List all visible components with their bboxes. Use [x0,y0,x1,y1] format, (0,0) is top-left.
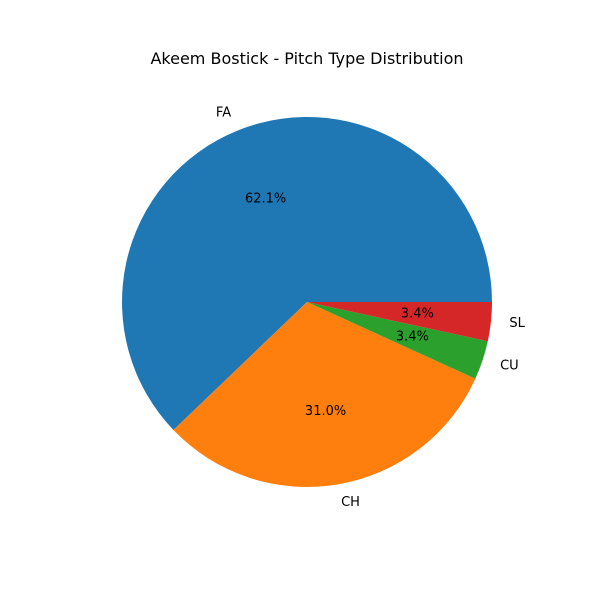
pct-label-sl: 3.4% [401,306,434,321]
slice-label-ch: CH [341,495,360,510]
slice-label-sl: SL [509,316,525,331]
pie-slice-sl [307,302,492,342]
pct-label-cu: 3.4% [396,329,429,344]
pct-label-fa: 62.1% [245,192,286,207]
pie-slice-ch [173,302,476,488]
pie-labels: FA 62.1% CH 31.0% CU 3.4% SL 3.4% [216,106,526,510]
slice-label-fa: FA [216,106,231,121]
pie-slice-cu [307,302,488,379]
pie-slice-fa [122,117,492,431]
slice-label-cu: CU [500,359,519,374]
pie-slices [122,117,492,488]
pct-label-ch: 31.0% [305,404,346,419]
chart-title: Akeem Bostick - Pitch Type Distribution [150,49,463,68]
